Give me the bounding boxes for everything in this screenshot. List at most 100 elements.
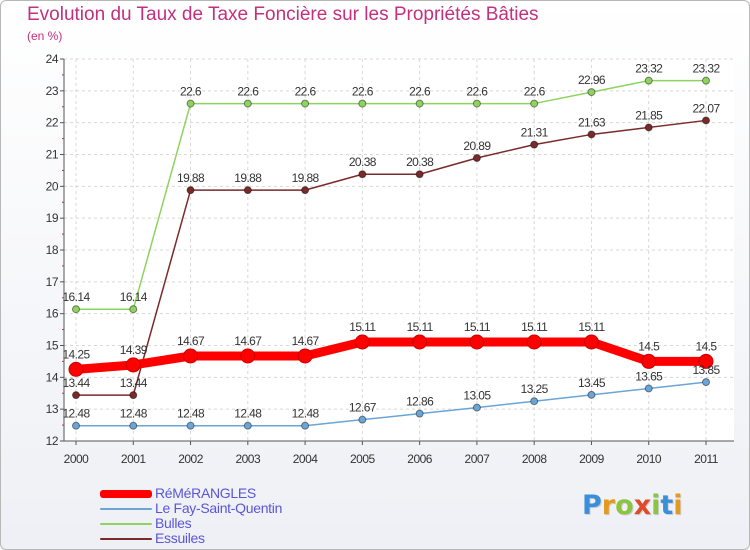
- data-point: [702, 76, 710, 85]
- chart-title: Evolution du Taux de Taxe Foncière sur l…: [27, 4, 539, 25]
- data-label: 14.25: [62, 347, 90, 361]
- data-label: 13.05: [463, 389, 491, 403]
- data-label: 15.11: [407, 320, 434, 334]
- data-label: 20.38: [349, 155, 377, 169]
- x-tick-label: 2009: [579, 452, 605, 466]
- data-label: 12.86: [406, 395, 434, 409]
- x-tick-label: 2010: [636, 452, 662, 466]
- data-label: 21.31: [521, 126, 549, 140]
- y-tick-label: 21: [46, 148, 59, 162]
- y-tick-label: 14: [46, 370, 59, 384]
- data-point: [129, 391, 138, 400]
- x-tick-label: 2002: [178, 452, 204, 466]
- unit-label: (en %): [27, 29, 63, 43]
- x-tick-label: 2000: [64, 452, 90, 466]
- data-point: [68, 361, 84, 377]
- axes: 12 13 14 15 16 17 18 19 20 21 22 23 24 2000 2001 2002 20…: [46, 52, 734, 466]
- y-tick-label: 18: [46, 243, 59, 257]
- x-tick-label: 2001: [121, 452, 147, 466]
- logo-letter: i: [673, 490, 683, 521]
- data-point: [702, 378, 710, 387]
- series-group: 12.48 12.48 12.48 12.48 12.48 12.67 12.86 13.05…: [62, 62, 721, 430]
- data-label: 22.6: [524, 85, 546, 99]
- data-label: 19.88: [292, 171, 320, 185]
- data-point: [415, 170, 424, 179]
- legend: RéMéRANGLES Le Fay-Saint-Quentin Bulles Ess…: [100, 486, 282, 546]
- data-point: [183, 348, 199, 364]
- logo-letter: P: [582, 490, 602, 521]
- data-point: [358, 99, 367, 108]
- legend-swatch: [100, 522, 152, 525]
- data-label: 16.14: [120, 290, 148, 304]
- data-point: [472, 403, 481, 412]
- data-point: [72, 391, 80, 400]
- data-point: [412, 334, 428, 350]
- data-point: [297, 348, 313, 364]
- data-point: [641, 353, 657, 369]
- data-point: [644, 76, 653, 85]
- x-tick-label: 2004: [293, 452, 319, 466]
- data-point: [583, 334, 599, 350]
- y-tick-label: 17: [46, 275, 59, 289]
- data-point: [702, 116, 710, 125]
- data-point: [587, 390, 596, 399]
- legend-swatch: [100, 537, 152, 540]
- y-tick-label: 23: [46, 84, 59, 98]
- series-line-1: [75, 381, 707, 427]
- legend-item: Le Fay-Saint-Quentin: [100, 501, 282, 516]
- x-tick-label: 2011: [694, 452, 719, 466]
- legend-item: Bulles: [100, 516, 282, 531]
- data-label: 15.11: [521, 320, 548, 334]
- data-label: 13.25: [521, 382, 549, 396]
- data-point: [358, 170, 367, 179]
- data-label: 22.07: [692, 101, 720, 115]
- data-label: 15.11: [349, 320, 376, 334]
- legend-item: Essuiles: [100, 531, 282, 546]
- data-point: [186, 186, 195, 195]
- data-point: [243, 421, 252, 430]
- data-label: 22.6: [352, 85, 374, 99]
- data-label: 22.6: [466, 85, 488, 99]
- y-tick-label: 22: [46, 116, 59, 130]
- data-label: 12.48: [62, 407, 90, 421]
- y-tick-label: 19: [46, 211, 59, 225]
- data-label: 14.5: [638, 339, 660, 353]
- y-tick-label: 13: [46, 402, 59, 416]
- data-label: 14.39: [120, 343, 148, 357]
- data-point: [358, 415, 367, 424]
- data-label: 12.48: [292, 407, 320, 421]
- y-tick-label: 20: [46, 179, 59, 193]
- data-label: 13.44: [62, 376, 90, 390]
- x-tick-label: 2005: [350, 452, 376, 466]
- legend-swatch: [100, 507, 152, 510]
- data-label: 20.38: [406, 155, 434, 169]
- data-label: 21.63: [578, 115, 606, 129]
- legend-label: RéMéRANGLES: [155, 485, 256, 501]
- data-label: 13.85: [692, 363, 720, 377]
- logo-letter: r: [601, 490, 616, 521]
- data-point: [472, 154, 481, 163]
- data-point: [72, 305, 80, 314]
- data-point: [72, 421, 80, 430]
- data-point: [301, 186, 310, 195]
- data-point: [301, 421, 310, 430]
- data-label: 15.11: [578, 320, 605, 334]
- plot-area: [64, 59, 734, 441]
- data-point: [698, 353, 714, 369]
- data-point: [415, 99, 424, 108]
- data-point: [125, 357, 141, 373]
- data-point: [186, 99, 195, 108]
- data-label: 21.85: [635, 108, 663, 122]
- data-label: 15.11: [464, 320, 491, 334]
- data-point: [186, 421, 195, 430]
- data-label: 14.67: [292, 334, 320, 348]
- legend-swatch: [100, 489, 152, 498]
- x-tick-label: 2006: [407, 452, 433, 466]
- logo-letter: t: [660, 490, 674, 521]
- data-point: [243, 99, 252, 108]
- x-tick-label: 2008: [522, 452, 548, 466]
- data-label: 22.6: [295, 85, 317, 99]
- data-point: [587, 130, 596, 139]
- series-line-0: [71, 337, 711, 374]
